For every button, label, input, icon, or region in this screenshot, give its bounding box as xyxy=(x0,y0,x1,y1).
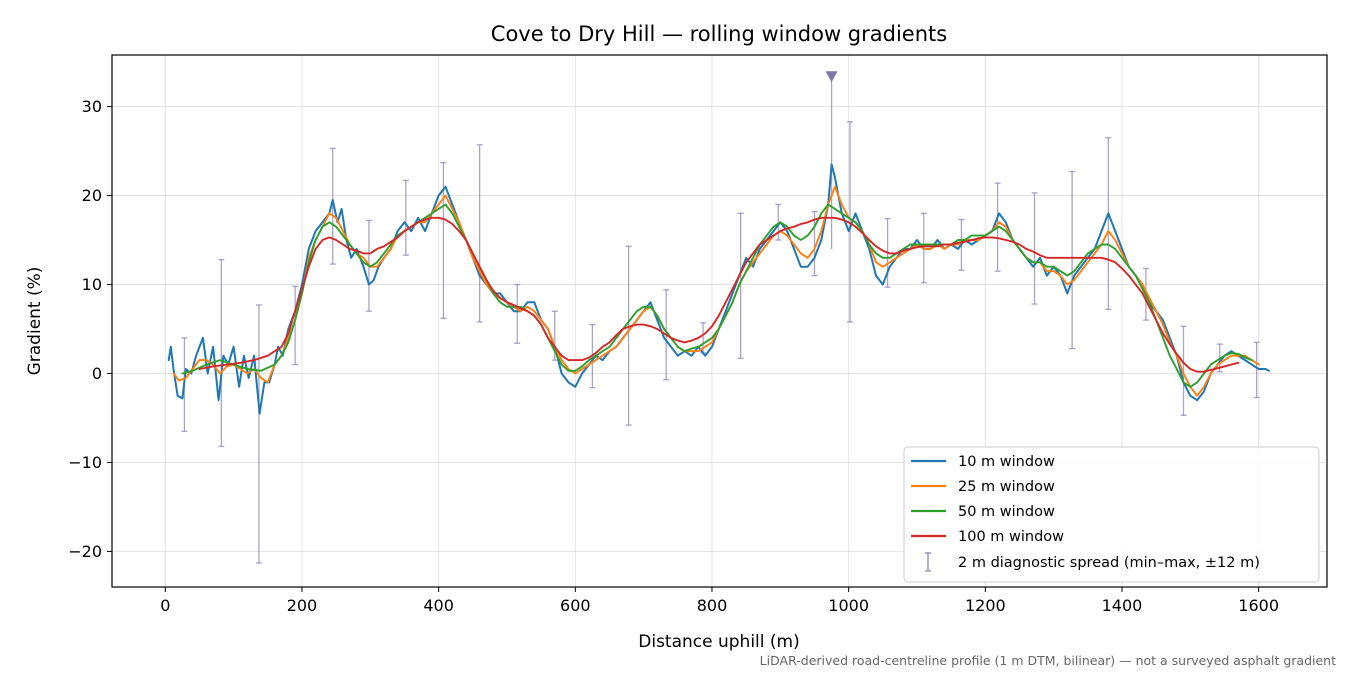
spread-bar xyxy=(1105,137,1112,311)
series-line-4 xyxy=(198,216,1240,373)
y-tick-label: 20 xyxy=(82,186,102,205)
legend-label-50m: 50 m window xyxy=(958,504,1055,520)
x-tick-label: 600 xyxy=(560,596,591,615)
y-tick-label: −10 xyxy=(68,453,102,472)
spread-bar xyxy=(402,179,409,256)
spread-bar xyxy=(514,283,521,344)
spread-bar xyxy=(1253,341,1260,399)
spread-bar xyxy=(737,212,744,360)
spread-bar xyxy=(292,285,299,366)
spread-bar xyxy=(329,147,336,265)
series-lines xyxy=(167,163,1270,415)
plot-frame xyxy=(111,54,1328,588)
x-tick-label: 1200 xyxy=(965,596,1006,615)
legend-label-25m: 25 m window xyxy=(958,479,1055,495)
series-line-1 xyxy=(167,163,1270,415)
legend-label-10m: 10 m window xyxy=(958,454,1055,470)
x-tick-label: 400 xyxy=(423,596,454,615)
x-tick-label: 1600 xyxy=(1238,596,1279,615)
spread-bar xyxy=(255,304,262,564)
x-tick-label: 200 xyxy=(287,596,318,615)
x-tick-label: 1400 xyxy=(1102,596,1143,615)
y-tick-label: −20 xyxy=(68,542,102,561)
y-tick-label: 10 xyxy=(82,275,102,294)
legend-swatch-spread xyxy=(925,552,931,572)
spread-bar xyxy=(811,210,818,277)
spread-clip-marker xyxy=(825,71,838,83)
spread-bar xyxy=(775,203,782,241)
legend-label-100m: 100 m window xyxy=(958,529,1064,545)
legend-label-spread: 2 m diagnostic spread (min–max, ±12 m) xyxy=(958,555,1260,571)
x-tick-label: 1000 xyxy=(828,596,869,615)
y-axis-label: Gradient (%) xyxy=(25,267,45,376)
series-line-3 xyxy=(181,203,1253,388)
legend: 10 m window 25 m window 50 m window 100 … xyxy=(903,446,1320,583)
spread-bar xyxy=(218,258,225,448)
x-tick-label: 800 xyxy=(697,596,728,615)
spread-bar xyxy=(476,144,483,323)
y-tick-label: 0 xyxy=(92,364,102,383)
x-tick-label: 0 xyxy=(160,596,170,615)
chart-title: Cove to Dry Hill — rolling window gradie… xyxy=(491,22,947,46)
legend-box xyxy=(903,446,1320,583)
spread-bar xyxy=(625,245,632,426)
spread-bar xyxy=(1069,170,1076,350)
footnote: LiDAR-derived road-centreline profile (1… xyxy=(760,653,1336,668)
spread-bar xyxy=(1031,192,1038,305)
spread-bar xyxy=(1180,325,1187,416)
spread-bar xyxy=(847,121,854,323)
y-tick-label: 30 xyxy=(82,97,102,116)
x-axis-label: Distance uphill (m) xyxy=(638,632,799,652)
axis-ticks: 0 200 400 600 800 1000 1200 1400 1600 −20 −10 0 10 20… xyxy=(68,97,1279,615)
